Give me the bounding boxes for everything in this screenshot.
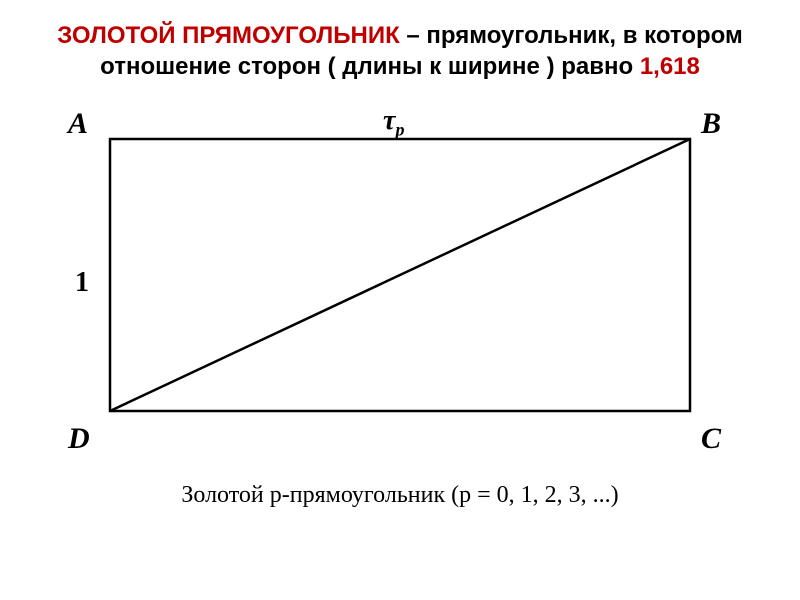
vertex-label-b: B <box>701 107 721 141</box>
tau-subscript: p <box>395 120 404 140</box>
title-term: ЗОЛОТОЙ ПРЯМОУГОЛЬНИК <box>57 22 400 49</box>
side-label-top: τp <box>383 105 404 141</box>
side-label-left: 1 <box>75 267 89 299</box>
golden-rectangle-diagram: A B C D 1 τp <box>65 107 735 467</box>
vertex-label-d: D <box>68 422 90 456</box>
vertex-label-c: C <box>701 422 721 456</box>
diagram-svg <box>65 107 735 467</box>
tau-symbol: τ <box>383 105 395 136</box>
title-separator: – <box>400 22 427 49</box>
diagram-caption: Золотой p-прямоугольник (p = 0, 1, 2, 3,… <box>40 482 760 509</box>
vertex-label-a: A <box>68 107 88 141</box>
diagonal-line <box>110 139 690 411</box>
title-ratio-value: 1,618 <box>640 53 700 80</box>
title-heading: ЗОЛОТОЙ ПРЯМОУГОЛЬНИК – прямоугольник, в… <box>40 20 760 82</box>
